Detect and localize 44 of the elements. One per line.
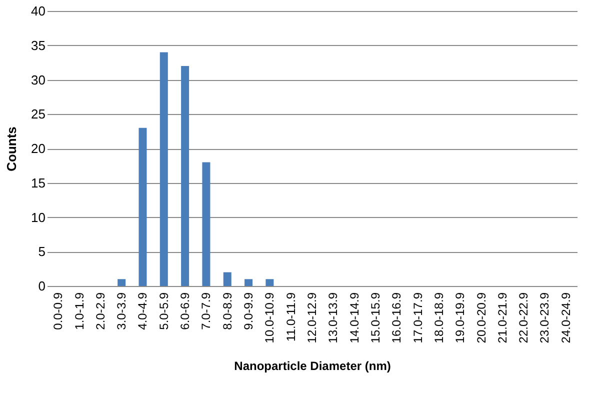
bar	[118, 279, 126, 286]
bar	[160, 52, 168, 286]
x-axis-title: Nanoparticle Diameter (nm)	[234, 359, 391, 374]
x-tick-label: 23.0-23.9	[538, 292, 552, 344]
y-tick-label: 40	[31, 4, 46, 18]
y-tick-label: 25	[31, 106, 46, 122]
x-tick-label: 4.0-4.9	[136, 292, 150, 330]
bar	[181, 66, 190, 286]
x-tick-label: 7.0-7.9	[199, 292, 214, 330]
x-tick-label: 10.0-10.9	[262, 292, 277, 344]
x-tick-label: 18.0-18.9	[432, 292, 446, 344]
x-tick-label: 11.0-11.9	[284, 292, 298, 342]
x-tick-label: 8.0-8.9	[220, 292, 234, 330]
x-tick-label: 0.0-0.9	[51, 292, 66, 330]
x-tick-label: 20.0-20.9	[474, 292, 488, 344]
x-tick-label: 13.0-13.9	[326, 292, 340, 344]
x-tick-label: 5.0-5.9	[156, 292, 171, 330]
bar	[223, 272, 232, 286]
x-tick-label: 14.0-14.9	[347, 292, 362, 344]
x-tick-label: 12.0-12.9	[305, 292, 319, 344]
bar	[202, 162, 210, 286]
y-tick-label: 30	[31, 72, 46, 88]
x-tick-label: 22.0-22.9	[516, 292, 531, 344]
bar	[138, 128, 147, 286]
x-tick-label: 21.0-21.9	[495, 292, 510, 344]
x-tick-label: 6.0-6.9	[178, 292, 192, 330]
y-tick-label: 15	[31, 175, 46, 190]
bar	[266, 279, 274, 286]
x-tick-label: 1.0-1.9	[72, 292, 86, 330]
y-axis-title: Counts	[4, 126, 20, 172]
y-tick-label: 35	[31, 38, 46, 53]
x-tick-label: 2.0-2.9	[93, 292, 108, 330]
x-tick-label: 17.0-17.9	[410, 292, 425, 344]
x-tick-label: 16.0-16.9	[390, 292, 404, 344]
y-tick-label: 5	[38, 244, 46, 260]
x-tick-label: 24.0-24.9	[558, 292, 573, 344]
y-tick-label: 10	[31, 210, 46, 225]
x-tick-label: 9.0-9.9	[242, 292, 256, 330]
y-tick-label: 0	[38, 278, 46, 294]
x-tick-label: 15.0-15.9	[368, 292, 382, 344]
x-tick-label: 3.0-3.9	[114, 292, 129, 330]
x-tick-label: 19.0-19.9	[453, 292, 468, 344]
y-tick-label: 20	[31, 141, 46, 156]
bar	[244, 279, 253, 286]
